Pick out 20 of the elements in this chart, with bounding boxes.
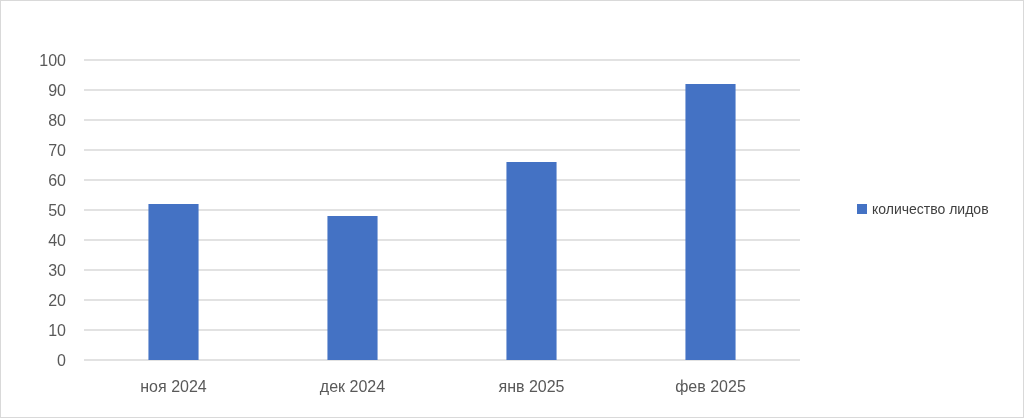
y-tick-label: 80: [48, 111, 67, 129]
bar: [685, 84, 736, 360]
bar: [327, 216, 378, 360]
x-tick-label: фев 2025: [675, 378, 746, 395]
y-tick-label: 70: [48, 141, 67, 159]
y-tick-label: 50: [48, 201, 67, 219]
y-tick-label: 20: [48, 291, 67, 309]
x-tick-label: ноя 2024: [140, 378, 207, 395]
bar: [506, 162, 557, 360]
legend-label: количество лидов: [872, 200, 989, 217]
y-tick-label: 10: [48, 321, 67, 339]
y-tick-label: 90: [48, 81, 67, 99]
bar: [148, 204, 199, 360]
x-tick-label: янв 2025: [498, 378, 565, 395]
y-tick-label: 30: [48, 261, 67, 279]
y-tick-label: 0: [57, 351, 67, 369]
x-tick-label: дек 2024: [319, 378, 386, 395]
y-tick-label: 100: [39, 51, 67, 69]
y-tick-label: 60: [48, 171, 67, 189]
y-tick-label: 40: [48, 231, 67, 249]
